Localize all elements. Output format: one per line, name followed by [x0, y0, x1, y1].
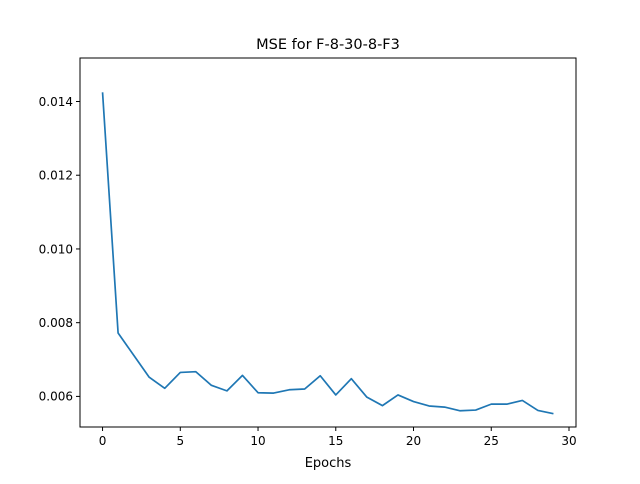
plot-frame — [79, 57, 577, 428]
x-axis-label: Epochs — [305, 456, 352, 471]
x-axis-ticks: 0 5 10 15 20 25 30 — [99, 427, 577, 448]
y-tick-label: 0.006 — [39, 390, 73, 404]
x-tick-label: 5 — [176, 434, 184, 448]
y-tick-label: 0.012 — [39, 169, 73, 183]
y-tick-label: 0.008 — [39, 316, 73, 330]
x-tick-label: 15 — [328, 434, 343, 448]
y-tick-label: 0.014 — [39, 95, 73, 109]
x-tick-label: 0 — [99, 434, 107, 448]
y-axis-ticks: 0.006 0.008 0.010 0.012 0.014 — [39, 95, 80, 404]
y-tick-label: 0.010 — [39, 242, 73, 256]
x-tick-label: 30 — [561, 434, 576, 448]
x-tick-label: 25 — [484, 434, 499, 448]
plot-area — [101, 92, 554, 415]
x-tick-label: 10 — [250, 434, 265, 448]
chart-title: MSE for F-8-30-8-F3 — [256, 37, 400, 53]
x-tick-label: 20 — [406, 434, 421, 448]
mse-series-line — [101, 92, 554, 415]
